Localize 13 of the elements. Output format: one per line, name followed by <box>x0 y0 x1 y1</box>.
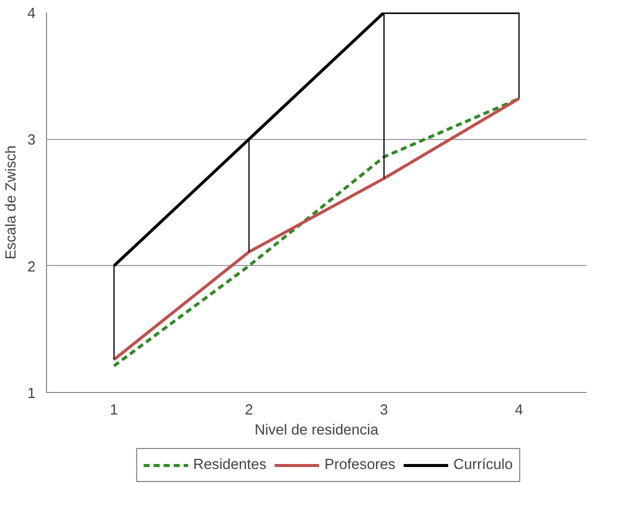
x-tick-label: 1 <box>110 402 118 418</box>
x-tick-label: 2 <box>244 402 254 418</box>
y-tick-label: 4 <box>27 6 36 22</box>
legend-label: Currículo <box>453 457 513 473</box>
x-axis-title: Nivel de residencia <box>254 422 380 438</box>
y-axis-title: Escala de Zwisch <box>3 145 20 260</box>
legend-label: Residentes <box>193 457 266 473</box>
y-tick-label: 3 <box>27 132 36 149</box>
x-tick-label: 4 <box>514 402 524 418</box>
y-tick-label: 1 <box>27 386 36 402</box>
legend-label: Profesores <box>324 457 396 473</box>
y-tick-label: 2 <box>27 259 36 276</box>
x-tick-label: 3 <box>380 402 388 418</box>
